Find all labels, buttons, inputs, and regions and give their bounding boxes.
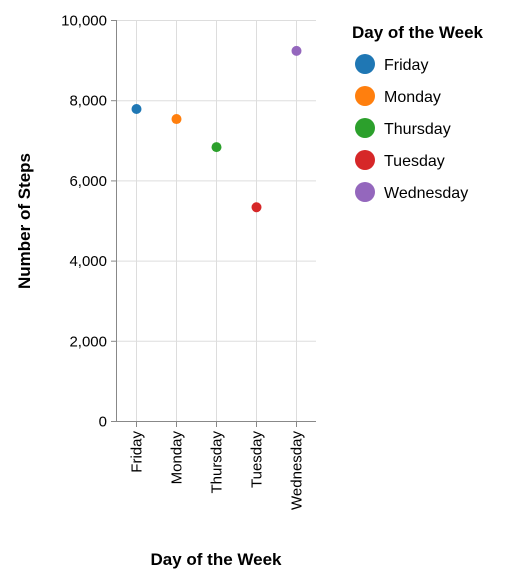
x-tick-label: Wednesday [289, 431, 306, 510]
legend-swatch-monday [355, 86, 375, 106]
legend-swatch-thursday [355, 118, 375, 138]
legend: Day of the Week Friday Monday Thursday Tues… [352, 23, 484, 202]
legend-title: Day of the Week [352, 23, 484, 42]
x-tick-label: Tuesday [249, 431, 266, 488]
data-point-tuesday [251, 202, 262, 213]
legend-swatch-wednesday [355, 182, 375, 202]
y-tick-label: 6,000 [69, 173, 107, 190]
y-tick-label: 0 [99, 414, 107, 431]
data-point-monday [171, 114, 182, 125]
x-tick-label: Monday [169, 431, 186, 485]
legend-swatch-friday [355, 54, 375, 74]
legend-label: Friday [384, 57, 428, 74]
data-point-friday [131, 104, 142, 115]
y-tick-label: 2,000 [69, 333, 107, 350]
legend-items: Friday Monday Thursday Tuesday Wednesday [355, 54, 468, 202]
legend-label: Monday [384, 89, 441, 106]
axes: 0 2,000 4,000 6,000 8,000 10,000 Friday Monday T… [61, 13, 316, 510]
y-axis-title: Number of Steps [15, 153, 34, 289]
y-tick-label: 4,000 [69, 253, 107, 270]
legend-label: Wednesday [384, 185, 468, 202]
x-axis-title: Day of the Week [150, 550, 282, 569]
data-points [131, 45, 302, 213]
data-point-wednesday [291, 45, 302, 56]
y-tick-label: 8,000 [69, 93, 107, 110]
data-point-thursday [211, 142, 222, 153]
grid-lines [116, 20, 316, 422]
legend-label: Thursday [384, 121, 451, 138]
x-tick-label: Friday [129, 431, 146, 473]
x-tick-label: Thursday [209, 431, 226, 494]
legend-label: Tuesday [384, 153, 445, 170]
y-tick-label: 10,000 [61, 13, 107, 30]
legend-swatch-tuesday [355, 150, 375, 170]
